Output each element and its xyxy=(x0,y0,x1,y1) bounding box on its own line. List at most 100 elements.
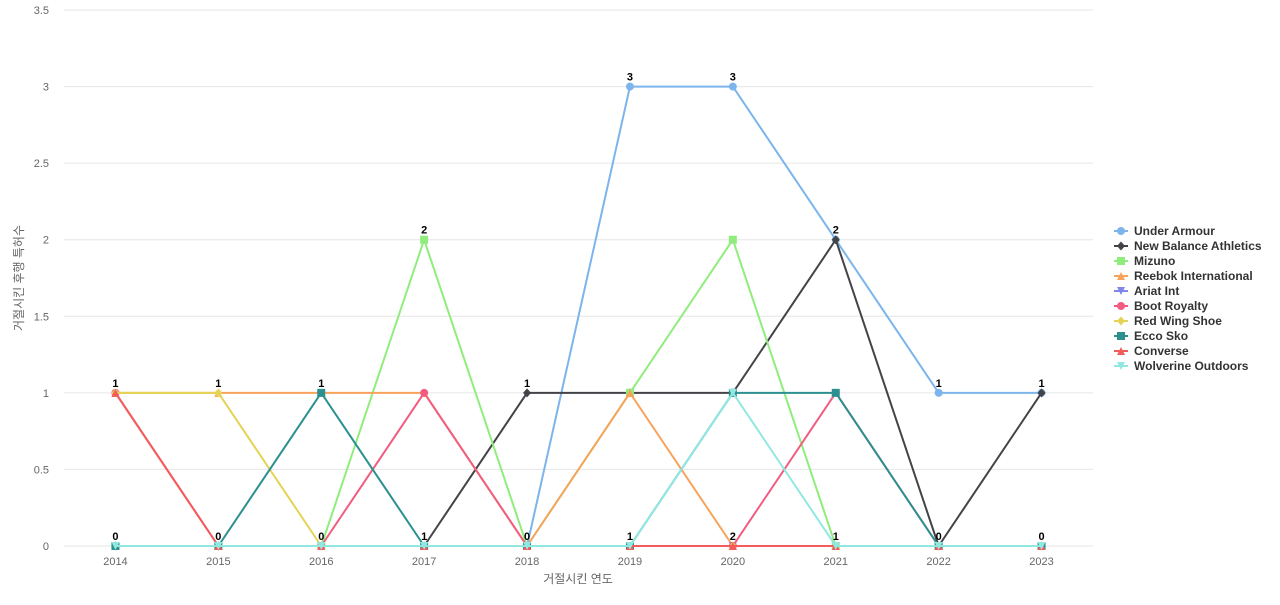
legend-item[interactable]: Reebok International xyxy=(1114,269,1253,283)
data-label: 1 xyxy=(112,378,118,390)
legend-item[interactable]: Mizuno xyxy=(1114,254,1175,268)
x-tick-label: 2019 xyxy=(618,556,642,568)
legend-symbol xyxy=(1117,241,1125,251)
x-tick-label: 2017 xyxy=(412,556,436,568)
legend-item[interactable]: Converse xyxy=(1114,344,1189,358)
data-label: 1 xyxy=(318,378,324,390)
data-label: 0 xyxy=(318,531,324,543)
data-label: 1 xyxy=(936,378,942,390)
data-point[interactable] xyxy=(317,388,326,397)
legend-item[interactable]: New Balance Athletics xyxy=(1114,239,1262,253)
data-label: 1 xyxy=(524,378,530,390)
data-point[interactable] xyxy=(831,542,840,550)
data-point[interactable] xyxy=(523,542,532,550)
data-point[interactable] xyxy=(625,388,634,397)
data-point[interactable] xyxy=(934,388,943,397)
y-axis-ticks: 0 0.5 1 1.5 2 2.5 3 3.5 xyxy=(34,5,49,553)
data-point[interactable] xyxy=(625,82,634,91)
legend-label: Ariat Int xyxy=(1134,284,1179,298)
x-axis-ticks: 2014 2015 2016 2017 2018 2019 2020 2021 2022 2023 xyxy=(103,556,1054,568)
legend-symbol xyxy=(1117,257,1125,265)
data-point[interactable] xyxy=(728,82,737,91)
legend-item[interactable]: Under Armour xyxy=(1114,224,1215,238)
legend-symbol xyxy=(1117,302,1125,310)
data-label: 1 xyxy=(833,531,839,543)
data-point[interactable] xyxy=(831,235,840,245)
data-label: 0 xyxy=(112,531,118,543)
legend-symbol xyxy=(1117,362,1125,370)
data-label: 2 xyxy=(833,225,839,237)
data-label: 2 xyxy=(421,225,427,237)
data-point[interactable] xyxy=(317,542,326,550)
legend-label: Ecco Sko xyxy=(1134,329,1188,343)
data-point[interactable] xyxy=(728,235,737,244)
legend-item[interactable]: Wolverine Outdoors xyxy=(1114,359,1249,373)
legend-label: Red Wing Shoe xyxy=(1134,314,1222,328)
series-line[interactable] xyxy=(114,391,1043,547)
series-9 xyxy=(111,388,1046,550)
x-tick-label: 2015 xyxy=(206,556,230,568)
data-label: 0 xyxy=(1038,531,1044,543)
data-label: 1 xyxy=(215,378,221,390)
x-axis-title: 거절시킨 연도 xyxy=(543,572,613,586)
y-tick-label: 0.5 xyxy=(34,464,49,476)
data-point[interactable] xyxy=(523,388,532,398)
x-tick-label: 2023 xyxy=(1029,556,1053,568)
legend-item[interactable]: Boot Royalty xyxy=(1114,299,1208,313)
data-point[interactable] xyxy=(728,542,737,550)
y-tick-label: 3 xyxy=(43,82,49,94)
data-point[interactable] xyxy=(420,388,429,397)
data-label: 3 xyxy=(627,72,633,84)
legend-label: New Balance Athletics xyxy=(1134,239,1262,253)
data-label: 2 xyxy=(730,531,736,543)
x-tick-label: 2021 xyxy=(824,556,848,568)
legend-symbol xyxy=(1117,227,1125,235)
y-tick-label: 2 xyxy=(43,235,49,247)
data-labels: 1 1 1 2 1 3 3 2 1 1 0 0 0 1 0 1 2 1 0 0 xyxy=(112,72,1044,543)
data-label: 1 xyxy=(1038,378,1044,390)
x-tick-label: 2016 xyxy=(309,556,333,568)
y-tick-label: 1.5 xyxy=(34,311,49,323)
data-point[interactable] xyxy=(420,542,429,550)
legend-symbol xyxy=(1117,332,1125,340)
data-point[interactable] xyxy=(625,542,634,550)
data-label: 0 xyxy=(524,531,530,543)
legend-item[interactable]: Ariat Int xyxy=(1114,284,1179,298)
data-point[interactable] xyxy=(214,542,223,550)
data-label: 1 xyxy=(421,531,427,543)
data-point[interactable] xyxy=(111,542,120,550)
data-label: 0 xyxy=(936,531,942,543)
data-point[interactable] xyxy=(1037,542,1046,550)
legend-label: Mizuno xyxy=(1134,254,1175,268)
legend-item[interactable]: Red Wing Shoe xyxy=(1114,314,1222,328)
data-point[interactable] xyxy=(111,388,120,397)
series-group xyxy=(111,82,1046,551)
data-point[interactable] xyxy=(934,542,943,550)
legend-label: Wolverine Outdoors xyxy=(1134,359,1249,373)
data-point[interactable] xyxy=(1037,388,1046,398)
legend-symbol xyxy=(1117,316,1125,326)
legend-label: Converse xyxy=(1134,344,1189,358)
x-tick-label: 2022 xyxy=(926,556,950,568)
y-axis-title: 거절시킨 후행 특허수 xyxy=(11,225,26,331)
data-point[interactable] xyxy=(420,235,429,244)
legend-label: Under Armour xyxy=(1134,224,1215,238)
data-point[interactable] xyxy=(214,388,223,398)
data-label: 1 xyxy=(627,531,633,543)
y-tick-label: 0 xyxy=(43,541,49,553)
y-tick-label: 1 xyxy=(43,388,49,400)
legend-label: Reebok International xyxy=(1134,269,1253,283)
legend-item[interactable]: Ecco Sko xyxy=(1114,329,1188,343)
grid xyxy=(64,9,1093,547)
data-label: 3 xyxy=(730,72,736,84)
data-point[interactable] xyxy=(728,388,737,397)
legend-symbol xyxy=(1117,272,1125,280)
x-tick-label: 2020 xyxy=(721,556,745,568)
y-tick-label: 3.5 xyxy=(34,5,49,17)
data-label: 0 xyxy=(215,531,221,543)
data-point[interactable] xyxy=(831,388,840,397)
legend-symbol xyxy=(1117,347,1125,355)
x-tick-label: 2014 xyxy=(103,556,127,568)
